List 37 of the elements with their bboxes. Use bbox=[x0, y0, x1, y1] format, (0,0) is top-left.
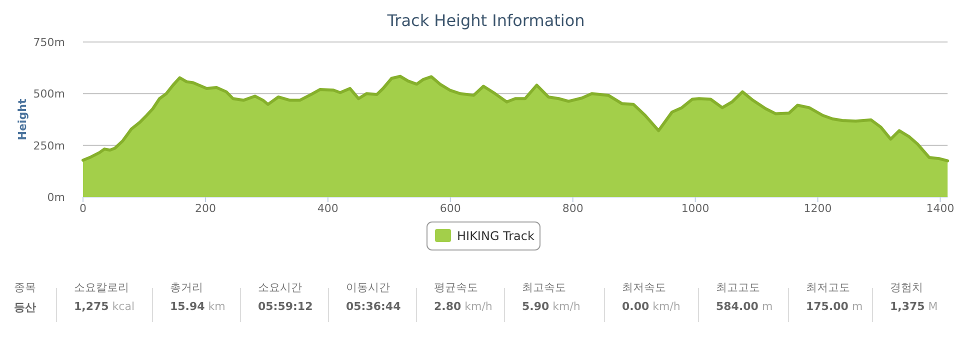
text: 175.00 m bbox=[806, 300, 863, 313]
y-axis-title: Height bbox=[16, 98, 29, 140]
text: 등산 bbox=[14, 301, 36, 314]
text: 2.80 km/h bbox=[434, 300, 492, 313]
text: 584.00 m bbox=[716, 300, 773, 313]
category-label: 경험치 bbox=[890, 280, 924, 295]
x-tick-label: 600 bbox=[440, 202, 461, 215]
x-tick-label: 200 bbox=[194, 202, 216, 215]
category-label: 최고고도 bbox=[716, 280, 761, 295]
category-label: 최고속도 bbox=[522, 280, 567, 295]
y-tick-label: 750m bbox=[33, 36, 65, 49]
x-tick-label: 800 bbox=[562, 202, 584, 215]
x-tick-label: 0 bbox=[80, 202, 86, 215]
x-tick-label: 400 bbox=[317, 202, 338, 215]
x-tick-label: 1400 bbox=[926, 202, 954, 215]
text: 5.90 km/h bbox=[522, 300, 580, 313]
category-label: 최저고도 bbox=[806, 280, 851, 295]
chart-title: Track Height Information bbox=[386, 11, 585, 30]
category-label: 소요시간 bbox=[258, 280, 303, 295]
text: 05:36:44 bbox=[346, 300, 401, 313]
text: 1,375 M bbox=[890, 300, 938, 313]
category-label: 평균속도 bbox=[434, 280, 479, 295]
category-label: 총거리 bbox=[170, 280, 204, 295]
category-label: 종목 bbox=[14, 280, 36, 295]
x-tick-label: 1000 bbox=[681, 202, 710, 215]
text: 0.00 km/h bbox=[622, 300, 680, 313]
y-tick-label: 500m bbox=[33, 88, 65, 101]
text: 1,275 kcal bbox=[74, 300, 135, 313]
y-tick-label: 250m bbox=[33, 139, 65, 152]
category-label: 최저속도 bbox=[622, 280, 667, 295]
legend-label: HIKING Track bbox=[457, 229, 535, 243]
y-tick-label: 0m bbox=[47, 191, 65, 204]
text: 05:59:12 bbox=[258, 300, 313, 313]
x-tick-label: 1200 bbox=[804, 202, 832, 215]
category-label: 이동시간 bbox=[346, 280, 391, 295]
category-label: 소요칼로리 bbox=[74, 280, 130, 295]
text: 15.94 km bbox=[170, 300, 226, 313]
